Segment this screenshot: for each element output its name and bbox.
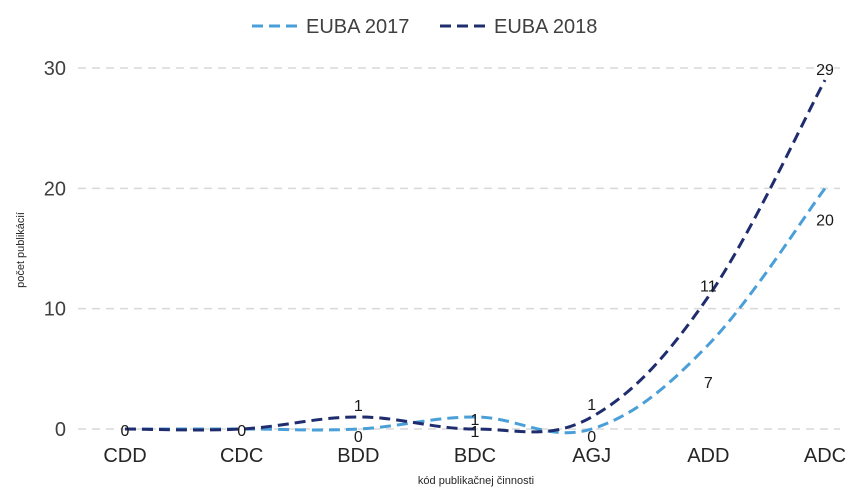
x-tick-label: BDC <box>454 445 496 467</box>
y-tick-label: 0 <box>55 419 66 441</box>
legend-label: EUBA 2018 <box>494 16 597 38</box>
series-line-1 <box>124 187 827 435</box>
x-tick-label: ADD <box>687 445 729 467</box>
legend-label: EUBA 2017 <box>306 16 409 38</box>
data-label: 29 <box>816 62 834 79</box>
x-tick-label: CDC <box>220 445 263 467</box>
x-tick-label: CDD <box>103 445 146 467</box>
series-line-2 <box>124 79 827 434</box>
x-tick-label: AGJ <box>572 445 611 467</box>
series-lines <box>124 79 827 435</box>
gridlines <box>78 67 840 430</box>
data-label: 1 <box>587 397 596 414</box>
data-label: 20 <box>816 212 834 229</box>
legend: EUBA 2017 EUBA 2018 <box>252 16 597 38</box>
data-label: 1 <box>354 398 363 415</box>
data-label: 0 <box>121 423 130 440</box>
y-axis-ticks: 0 10 20 30 <box>44 58 66 441</box>
y-axis-title: počet publikácií <box>15 212 27 288</box>
x-tick-label: BDD <box>337 445 379 467</box>
x-axis-ticks: CDD CDC BDD BDC AGJ ADD ADC <box>103 445 846 467</box>
x-tick-label: ADC <box>804 445 846 467</box>
data-label: 0 <box>237 423 246 440</box>
y-tick-label: 10 <box>44 299 66 321</box>
data-label: 1 <box>471 412 480 429</box>
y-tick-label: 30 <box>44 58 66 80</box>
data-label: 0 <box>354 429 363 446</box>
data-label: 1 <box>471 424 480 441</box>
data-label: 11 <box>700 279 717 296</box>
x-axis-title: kód publikačnej činnosti <box>418 475 534 487</box>
y-tick-label: 20 <box>44 178 66 200</box>
data-label: 7 <box>704 375 713 392</box>
data-label: 0 <box>587 429 596 446</box>
